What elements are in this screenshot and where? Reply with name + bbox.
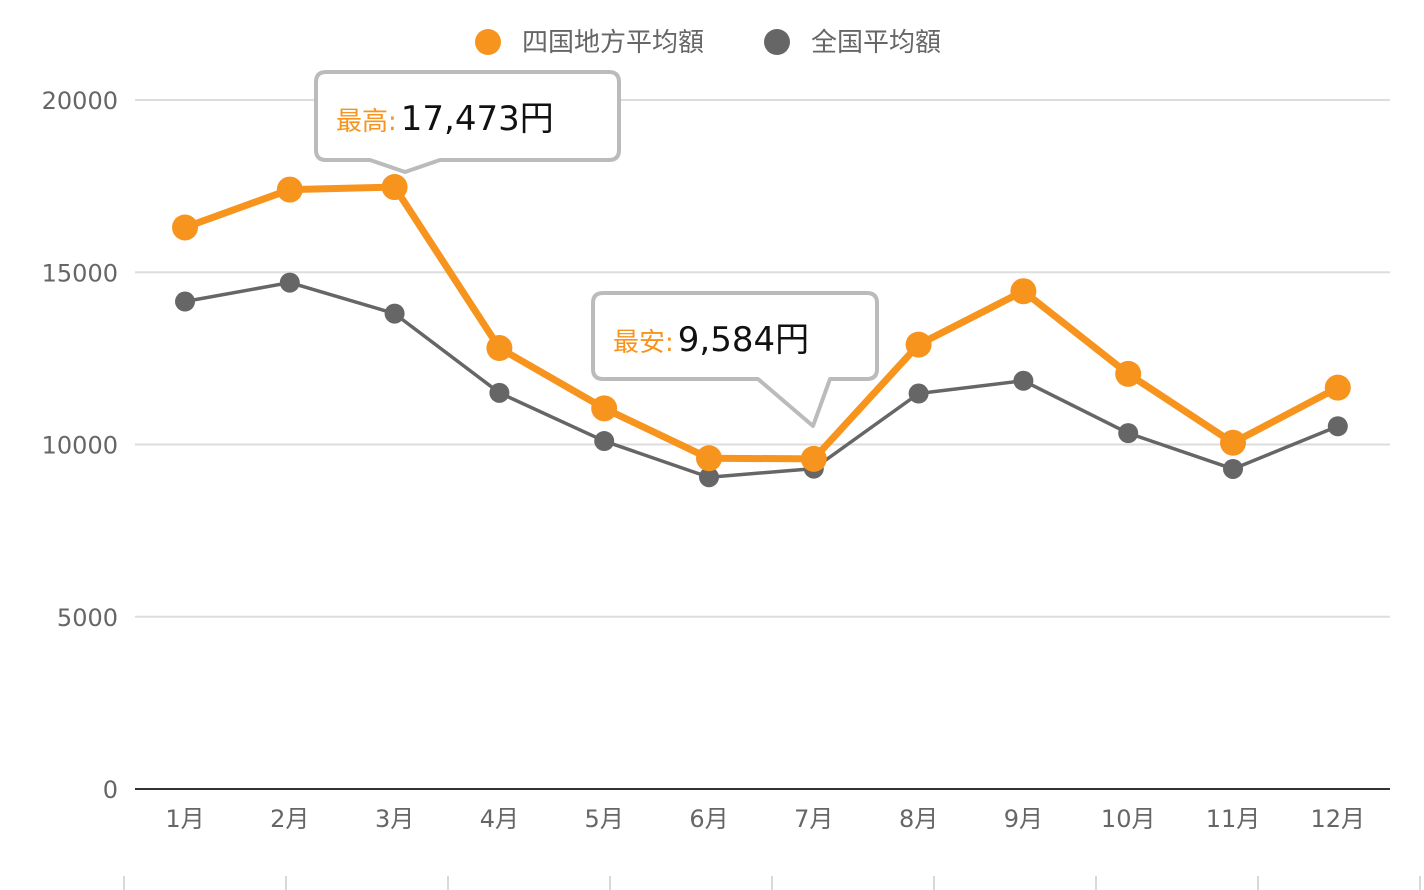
callout-min: 最安: 9,584円	[591, 291, 879, 428]
legend-marker-shikoku	[475, 29, 501, 55]
y-tick-label: 10000	[42, 432, 118, 460]
y-tick-label: 15000	[42, 259, 118, 287]
data-point-national[interactable]	[1327, 416, 1348, 437]
y-tick-label: 20000	[42, 87, 118, 115]
data-point-national[interactable]	[594, 431, 615, 452]
x-tick-label: 3月	[375, 805, 414, 833]
series-line-shikoku	[183, 183, 1340, 463]
legend-label-national: 全国平均額	[811, 28, 941, 58]
series-shikoku	[172, 174, 1351, 472]
legend-label-shikoku: 四国地方平均額	[522, 28, 704, 58]
callout-text: 最安: 9,584円	[613, 320, 809, 360]
data-point-shikoku[interactable]	[591, 395, 618, 422]
data-point-shikoku[interactable]	[486, 335, 513, 362]
x-tick-label: 11月	[1206, 805, 1261, 833]
x-tick-label: 12月	[1311, 805, 1366, 833]
data-point-shikoku[interactable]	[905, 331, 932, 358]
data-point-shikoku[interactable]	[1010, 278, 1037, 305]
x-tick-label: 6月	[689, 805, 728, 833]
data-point-national[interactable]	[908, 383, 929, 404]
callout-box	[314, 70, 621, 174]
data-point-national[interactable]	[175, 291, 195, 312]
y-tick-label: 5000	[57, 604, 118, 632]
data-point-shikoku[interactable]	[1115, 360, 1142, 387]
data-point-shikoku[interactable]	[381, 174, 408, 201]
data-point-shikoku[interactable]	[172, 214, 198, 241]
x-tick-label: 7月	[794, 805, 833, 833]
callout-max: 最高: 17,473円	[314, 70, 621, 174]
x-tick-label: 2月	[270, 805, 309, 833]
legend-item-shikoku[interactable]: 四国地方平均額	[475, 28, 704, 58]
series-national	[175, 272, 1348, 488]
series-line-national	[184, 280, 1339, 479]
data-point-national[interactable]	[489, 382, 510, 403]
data-point-shikoku[interactable]	[1324, 374, 1351, 401]
data-point-national[interactable]	[279, 272, 300, 293]
data-point-national[interactable]	[1013, 370, 1034, 391]
data-point-national[interactable]	[1118, 423, 1139, 444]
data-point-shikoku[interactable]	[1220, 429, 1246, 456]
data-point-shikoku[interactable]	[696, 445, 722, 472]
callout-text: 最高: 17,473円	[336, 99, 554, 139]
callout-value: 17,473円	[401, 99, 554, 139]
callout-value: 9,584円	[678, 320, 809, 360]
legend[interactable]: 四国地方平均額 全国平均額	[475, 28, 941, 58]
y-axis: 0 5000 10000 15000 20000	[42, 87, 118, 804]
y-tick-label: 0	[103, 776, 118, 804]
x-tick-label: 9月	[1004, 805, 1043, 833]
x-axis: 1月 2月 3月 4月 5月 6月 7月 8月 9月 10月 11月 12月	[123, 788, 1421, 890]
x-tick-label: 10月	[1101, 805, 1156, 833]
callout-key: 最高:	[336, 107, 397, 137]
legend-item-national[interactable]: 全国平均額	[764, 28, 941, 58]
x-tick-label: 8月	[899, 805, 938, 833]
data-point-national[interactable]	[384, 303, 405, 324]
data-point-national[interactable]	[699, 467, 719, 488]
data-point-national[interactable]	[1223, 458, 1243, 479]
callout-box	[591, 291, 879, 428]
series-layer	[172, 174, 1351, 488]
x-tick-label: 4月	[480, 805, 519, 833]
legend-marker-national	[764, 29, 790, 55]
callout-key: 最安:	[613, 328, 674, 358]
data-point-shikoku[interactable]	[800, 445, 827, 472]
x-tick-label: 5月	[585, 805, 624, 833]
x-tick-label: 1月	[165, 805, 204, 833]
data-point-shikoku[interactable]	[276, 176, 303, 203]
